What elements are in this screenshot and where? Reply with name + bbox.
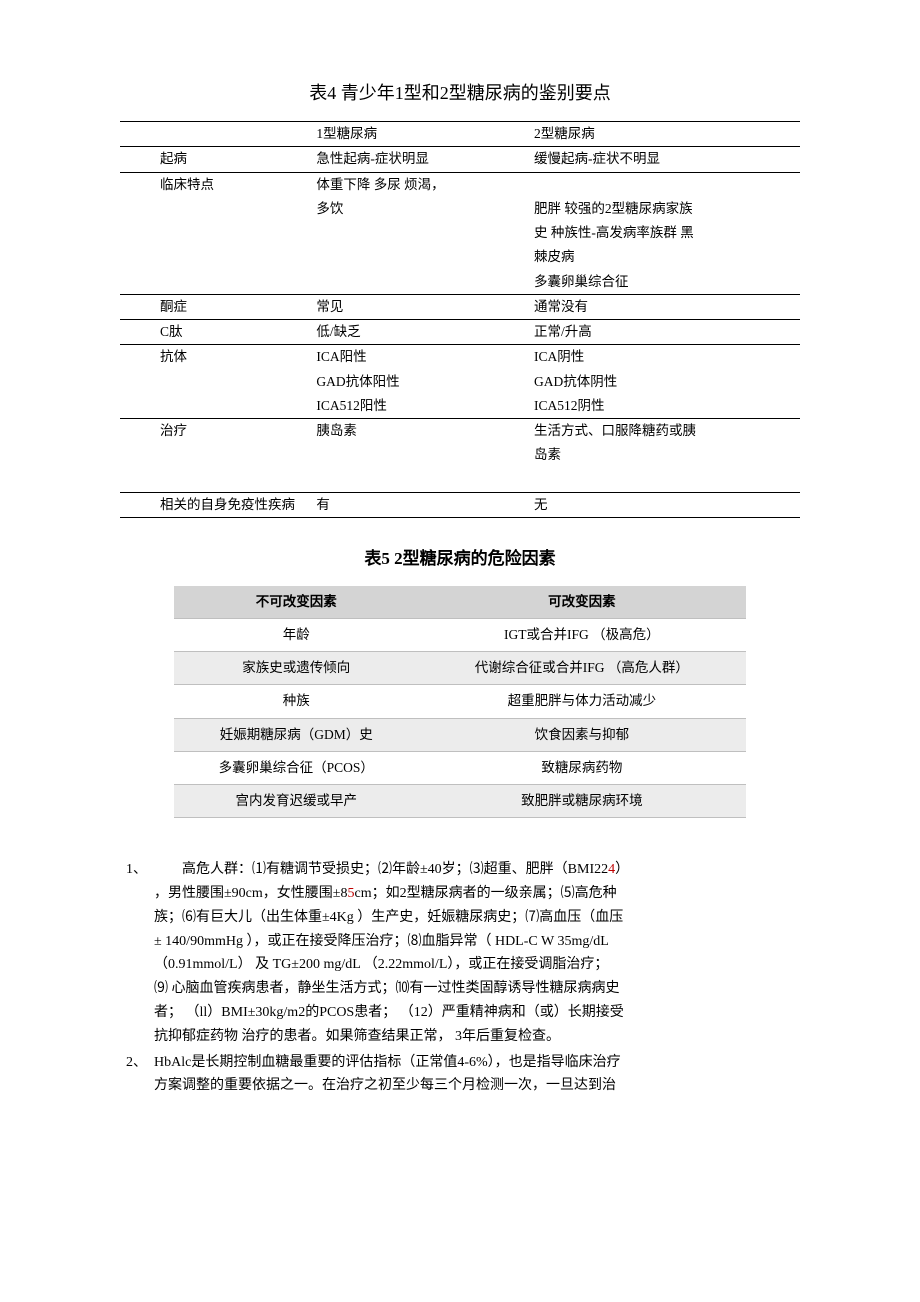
t5-r3-b: 饮食因素与抑郁 bbox=[418, 718, 745, 751]
note2-num: 2、 bbox=[126, 1051, 154, 1099]
t4-auto-a: 有 bbox=[310, 492, 528, 517]
t5-r0-a: 年龄 bbox=[174, 618, 418, 651]
table5-title: 表5 2型糖尿病的危险因素 bbox=[120, 546, 800, 572]
t4-cpep-k: C肽 bbox=[120, 320, 310, 345]
t4-onset-b: 缓慢起病-症状不明显 bbox=[528, 147, 800, 172]
t4-ab-a2: GAD抗体阳性 bbox=[310, 370, 528, 394]
t5-r5-a: 宫内发育迟缓或早产 bbox=[174, 785, 418, 818]
t4-ket-k: 酮症 bbox=[120, 294, 310, 319]
t4-tx-a: 胰岛素 bbox=[310, 419, 528, 444]
t4-h2: 2型糖尿病 bbox=[528, 122, 800, 147]
t4-tx-b1: 生活方式、口服降糖药或胰 bbox=[528, 419, 800, 444]
t5-r4-b: 致糖尿病药物 bbox=[418, 751, 745, 784]
t4-clin-a1: 体重下降 多尿 烦渴， bbox=[310, 172, 528, 197]
t5-r5-b: 致肥胖或糖尿病环境 bbox=[418, 785, 745, 818]
table5: 不可改变因素 可改变因素 年龄 IGT或合并IFG （极高危） 家族史或遗传倾向… bbox=[174, 586, 745, 819]
t4-clin-b3: 棘皮病 bbox=[528, 245, 800, 269]
t4-ab-k: 抗体 bbox=[120, 345, 310, 370]
t4-auto-b: 无 bbox=[528, 492, 800, 517]
t4-clin-b4: 多囊卵巢综合征 bbox=[528, 270, 800, 295]
note1-num: 1、 bbox=[126, 858, 154, 1048]
t4-clin-b2: 史 种族性-高发病率族群 黑 bbox=[528, 221, 800, 245]
t4-ab-a1: ICA阳性 bbox=[310, 345, 528, 370]
t4-ab-a3: ICA512阳性 bbox=[310, 394, 528, 419]
t4-cpep-b: 正常/升高 bbox=[528, 320, 800, 345]
t5-h1: 不可改变因素 bbox=[174, 586, 418, 619]
t4-clin-b1: 肥胖 较强的2型糖尿病家族 bbox=[528, 197, 800, 221]
table4: 1型糖尿病 2型糖尿病 起病 急性起病-症状明显 缓慢起病-症状不明显 临床特点… bbox=[120, 121, 800, 518]
t4-ket-a: 常见 bbox=[310, 294, 528, 319]
t5-r3-a: 妊娠期糖尿病（GDM）史 bbox=[174, 718, 418, 751]
t4-ab-b3: ICA512阴性 bbox=[528, 394, 800, 419]
t5-r1-a: 家族史或遗传倾向 bbox=[174, 652, 418, 685]
t4-clin-a2: 多饮 bbox=[310, 197, 528, 221]
t4-ket-b: 通常没有 bbox=[528, 294, 800, 319]
t5-r2-a: 种族 bbox=[174, 685, 418, 718]
t5-r4-a: 多囊卵巢综合征（PCOS） bbox=[174, 751, 418, 784]
t4-onset-a: 急性起病-症状明显 bbox=[310, 147, 528, 172]
t5-r0-b: IGT或合并IFG （极高危） bbox=[418, 618, 745, 651]
t4-onset-k: 起病 bbox=[120, 147, 310, 172]
table4-title: 表4 青少年1型和2型糖尿病的鉴别要点 bbox=[120, 80, 800, 107]
t4-tx-k: 治疗 bbox=[120, 419, 310, 444]
t4-ab-b2: GAD抗体阴性 bbox=[528, 370, 800, 394]
t5-h2: 可改变因素 bbox=[418, 586, 745, 619]
t4-tx-b2: 岛素 bbox=[528, 443, 800, 467]
t5-r1-b: 代谢综合征或合并IFG （高危人群） bbox=[418, 652, 745, 685]
note1-body: 高危人群：⑴有糖调节受损史；⑵年龄±40岁；⑶超重、肥胖（BMI224） ，男性… bbox=[154, 858, 794, 1048]
t4-ab-b1: ICA阴性 bbox=[528, 345, 800, 370]
t4-h1: 1型糖尿病 bbox=[310, 122, 528, 147]
t4-clin-k: 临床特点 bbox=[120, 172, 310, 197]
note2-body: HbAlc是长期控制血糖最重要的评估指标（正常值4-6%），也是指导临床治疗 方… bbox=[154, 1051, 794, 1099]
t5-r2-b: 超重肥胖与体力活动减少 bbox=[418, 685, 745, 718]
t4-auto-k: 相关的自身免疫性疾病 bbox=[120, 492, 310, 517]
t4-cpep-a: 低/缺乏 bbox=[310, 320, 528, 345]
notes: 1、 高危人群：⑴有糖调节受损史；⑵年龄±40岁；⑶超重、肥胖（BMI224） … bbox=[126, 858, 794, 1098]
